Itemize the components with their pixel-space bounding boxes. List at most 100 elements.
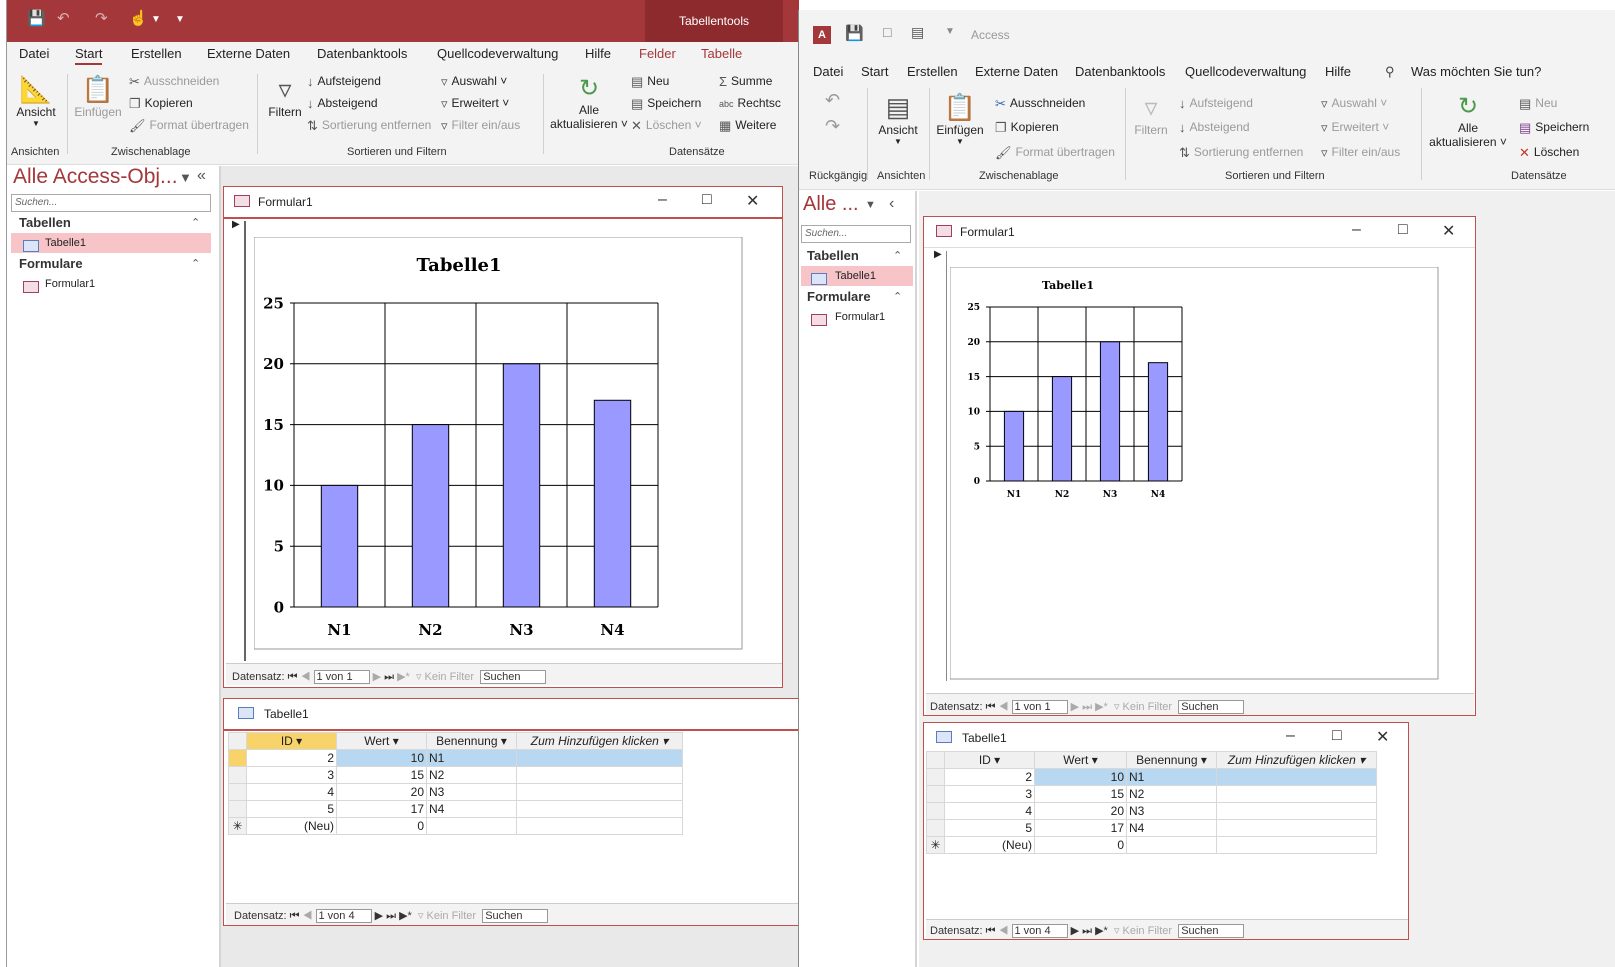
erweitert-button[interactable]: ▿ Erweitert ˅ xyxy=(1321,120,1390,135)
record-position-input[interactable]: 1 von 1 xyxy=(313,670,370,684)
prev-record-icon[interactable]: ◀ xyxy=(998,701,1009,713)
record-search-input[interactable]: Suchen xyxy=(482,909,549,923)
collapse-section-icon[interactable]: ⌃ xyxy=(893,250,903,262)
tab-quellcodeverwaltung[interactable]: Quellcodeverwaltung xyxy=(1185,64,1307,79)
table-row-new[interactable]: ✳ (Neu) 0 xyxy=(926,836,1377,854)
row-selector[interactable] xyxy=(228,749,247,767)
cell-wert[interactable]: 20 xyxy=(1034,802,1127,820)
minimize-icon[interactable]: – xyxy=(1352,221,1361,238)
record-selector-icon[interactable]: ▶ xyxy=(232,219,240,230)
row-selector[interactable] xyxy=(926,802,945,820)
cell-id[interactable]: 2 xyxy=(944,768,1035,786)
row-selector[interactable] xyxy=(228,783,247,801)
cell-wert[interactable]: 10 xyxy=(1034,768,1127,786)
cell-id[interactable]: 4 xyxy=(944,802,1035,820)
row-selector[interactable] xyxy=(926,785,945,803)
record-search-input[interactable]: Suchen xyxy=(480,670,547,684)
loeschen-button[interactable]: ✕ Löschen xyxy=(1519,145,1580,160)
erweitert-button[interactable]: ▿ Erweitert ˅ xyxy=(441,96,510,111)
collapse-section-icon[interactable]: ⌃ xyxy=(893,291,903,303)
cell-wert[interactable]: 15 xyxy=(1034,785,1127,803)
prev-record-icon[interactable]: ◀ xyxy=(300,671,311,683)
kopieren-button[interactable]: ❐ Kopieren xyxy=(129,96,193,111)
column-header-benennung[interactable]: Benennung ▾ xyxy=(1126,751,1217,769)
table-row[interactable]: 3 15 N2 xyxy=(926,785,1377,803)
ansicht-button[interactable]: 📐 Ansicht ▼ xyxy=(13,74,59,128)
customize-qat-icon[interactable]: ▼ xyxy=(175,14,185,25)
column-header-add[interactable]: Zum Hinzufügen klicken ▾ xyxy=(1216,751,1377,769)
tab-start[interactable]: Start xyxy=(75,46,103,65)
cell-id[interactable]: 3 xyxy=(246,766,337,784)
aufsteigend-button[interactable]: ↓ Aufsteigend xyxy=(1179,96,1253,112)
redo-icon[interactable]: ↷ xyxy=(825,116,841,136)
first-record-icon[interactable]: ⏮ xyxy=(985,701,996,713)
column-header-id[interactable]: ID ▾ xyxy=(246,732,337,750)
loeschen-button[interactable]: ✕ Löschen ˅ xyxy=(631,118,702,133)
cell-wert[interactable]: 17 xyxy=(1034,819,1127,837)
cell-benennung[interactable]: N3 xyxy=(426,783,517,801)
table-row[interactable]: 4 20 N3 xyxy=(926,802,1377,820)
close-icon[interactable]: ✕ xyxy=(746,193,760,210)
tell-me-input[interactable]: Was möchten Sie tun? xyxy=(1411,64,1542,79)
cell-add[interactable] xyxy=(1216,802,1377,820)
ausschneiden-button[interactable]: ✂ Ausschneiden xyxy=(129,74,220,89)
collapse-section-icon[interactable]: ⌃ xyxy=(191,217,201,229)
nav-section-tables[interactable]: Tabellen xyxy=(807,248,859,263)
neu-button[interactable]: ▤ Neu xyxy=(631,74,670,89)
nav-section-forms[interactable]: Formulare xyxy=(19,256,83,271)
column-header-add[interactable]: Zum Hinzufügen klicken ▾ xyxy=(516,732,683,750)
cell-id[interactable]: 3 xyxy=(944,785,1035,803)
minimize-icon[interactable]: – xyxy=(658,191,667,208)
new-record-icon[interactable]: ▶* xyxy=(1095,701,1108,713)
cell-add[interactable] xyxy=(1216,819,1377,837)
table-row[interactable]: 5 17 N4 xyxy=(926,819,1377,837)
filtern-button[interactable]: ▿ Filtern xyxy=(265,74,305,119)
record-search-input[interactable]: Suchen xyxy=(1178,700,1245,714)
cell-wert[interactable]: 15 xyxy=(336,766,427,784)
nav-title[interactable]: Alle ... xyxy=(803,193,859,215)
absteigend-button[interactable]: ↓ Absteigend xyxy=(1179,120,1250,136)
format-uebertragen-button[interactable]: 🖌 Format übertragen xyxy=(995,145,1115,160)
collapse-nav-icon[interactable]: ‹ xyxy=(889,195,895,212)
cell-add[interactable] xyxy=(516,766,683,784)
maximize-icon[interactable]: □ xyxy=(1332,727,1342,744)
table-row[interactable]: 2 10 N1 xyxy=(926,768,1377,786)
row-selector[interactable] xyxy=(926,819,945,837)
nav-search-input[interactable]: Suchen... xyxy=(11,194,211,212)
nav-section-tables[interactable]: Tabellen xyxy=(19,215,71,230)
cell-benennung[interactable]: N4 xyxy=(426,800,517,818)
touch-mode-icon[interactable]: ☝ xyxy=(129,10,148,27)
tab-externe-daten[interactable]: Externe Daten xyxy=(207,46,291,61)
nav-title[interactable]: Alle Access-Obj... xyxy=(13,165,178,188)
new-record-icon[interactable]: ▶* xyxy=(1095,925,1108,937)
save-icon[interactable]: 💾 xyxy=(27,10,46,27)
ausschneiden-button[interactable]: ✂ Ausschneiden xyxy=(995,96,1086,111)
tab-externe-daten[interactable]: Externe Daten xyxy=(975,64,1059,79)
tab-datei[interactable]: Datei xyxy=(813,64,844,79)
new-record-icon[interactable]: ▶* xyxy=(399,910,412,922)
cell-benennung[interactable] xyxy=(426,817,517,835)
nav-menu-icon[interactable]: ▼ xyxy=(179,170,192,185)
nav-item-formular1[interactable]: Formular1 xyxy=(11,274,211,294)
table-row[interactable]: 2 10 N1 xyxy=(228,749,683,767)
filter-einaus-button[interactable]: ▿ Filter ein/aus xyxy=(1321,145,1401,160)
row-selector[interactable] xyxy=(228,800,247,818)
sortierung-entfernen-button[interactable]: ⇅ Sortierung entfernen xyxy=(1179,145,1304,160)
tab-tabelle[interactable]: Tabelle xyxy=(701,46,743,61)
form-view-icon[interactable]: ▤ xyxy=(911,24,925,40)
kopieren-button[interactable]: ❐ Kopieren xyxy=(995,120,1059,135)
cell-id[interactable]: 5 xyxy=(944,819,1035,837)
last-record-icon[interactable]: ⏭ xyxy=(1082,701,1092,713)
column-header-wert[interactable]: Wert ▾ xyxy=(336,732,427,750)
customize-qat-icon[interactable]: ▼ xyxy=(945,26,955,37)
tab-felder[interactable]: Felder xyxy=(639,46,676,61)
row-selector[interactable] xyxy=(926,768,945,786)
close-icon[interactable]: ✕ xyxy=(1376,729,1390,746)
auswahl-button[interactable]: ▿ Auswahl ˅ xyxy=(441,74,508,89)
nav-search-input[interactable]: Suchen... xyxy=(801,225,911,243)
cell-add[interactable] xyxy=(516,817,683,835)
cell-benennung[interactable]: N3 xyxy=(1126,802,1217,820)
record-search-input[interactable]: Suchen xyxy=(1178,924,1245,938)
cell-add[interactable] xyxy=(516,783,683,801)
new-record-icon[interactable]: ▶* xyxy=(397,671,410,683)
